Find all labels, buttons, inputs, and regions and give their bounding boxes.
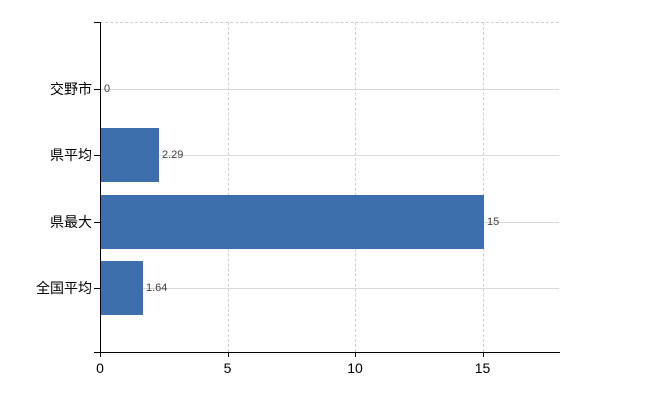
value-label: 0 (104, 83, 111, 95)
category-label: 県最大 (50, 214, 92, 230)
x-tick-label: 15 (474, 360, 491, 376)
x-axis-tick (355, 352, 356, 357)
x-axis-tick (227, 352, 229, 357)
vertical-gridline (355, 22, 356, 352)
value-label: 1.64 (146, 282, 168, 294)
y-axis-tick (94, 288, 100, 289)
category-label: 全国平均 (36, 280, 92, 296)
vertical-gridline (482, 22, 484, 352)
y-axis-tick (94, 89, 100, 90)
bar-全国平均 (101, 261, 143, 315)
y-axis-end-tick (94, 22, 100, 23)
x-tick-label: 0 (96, 360, 104, 376)
x-axis-line (100, 352, 560, 353)
y-axis-tick (94, 222, 100, 223)
y-axis-end-tick (94, 352, 100, 353)
bar-県最大 (101, 195, 484, 249)
y-axis-tick (94, 155, 100, 156)
x-axis-tick (482, 352, 484, 357)
value-label: 15 (487, 216, 500, 228)
horizontal-gridline (101, 288, 559, 289)
bar-県平均 (101, 128, 159, 182)
horizontal-gridline (101, 89, 559, 90)
vertical-gridline (227, 22, 229, 352)
x-tick-label: 5 (223, 360, 232, 376)
horizontal-gridline (101, 155, 559, 156)
value-label: 2.29 (162, 149, 184, 161)
category-label: 交野市 (50, 81, 92, 97)
y-axis-line (100, 22, 101, 353)
plot-area (100, 22, 559, 352)
x-tick-label: 10 (347, 360, 363, 376)
category-label: 県平均 (50, 147, 92, 163)
x-axis-tick (100, 352, 101, 357)
